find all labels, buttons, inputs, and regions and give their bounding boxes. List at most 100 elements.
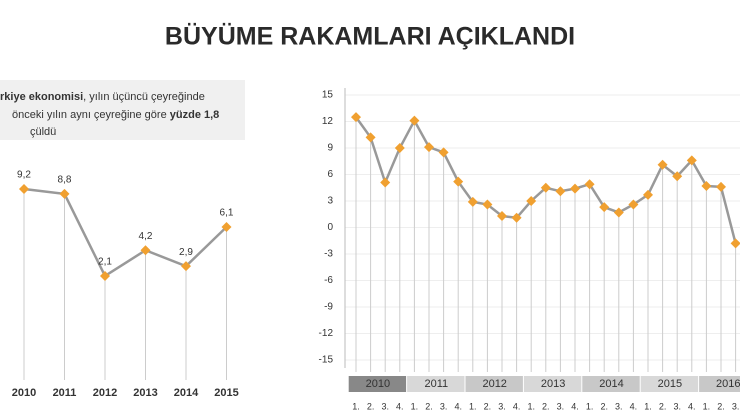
x-tick-label: 2. [659, 401, 667, 411]
x-tick-label: 1. [352, 401, 360, 411]
x-tick-label: 3. [673, 401, 681, 411]
point [570, 183, 580, 194]
point [409, 115, 420, 126]
x-tick-label: 2. [542, 401, 550, 411]
year-band [699, 376, 740, 392]
x-tick-label: 2. [600, 401, 608, 411]
point [599, 202, 610, 213]
note-line: çüldü [30, 126, 56, 138]
point [672, 171, 683, 182]
point [497, 211, 507, 222]
y-tick-label: -9 [324, 302, 333, 313]
x-tick-label: 3. [440, 401, 448, 411]
x-tick-label: 3. [615, 401, 623, 411]
point [686, 155, 697, 166]
note-line: önceki yılın aynı çeyreğine göre yüzde 1… [12, 109, 219, 121]
note-text: önceki yılın aynı çeyreğine göre [12, 109, 170, 121]
value-label: 4,2 [139, 231, 153, 242]
y-tick-label: -15 [319, 355, 334, 366]
y-tick-label: -3 [324, 249, 333, 260]
value-label: 9,2 [17, 170, 31, 181]
title: BÜYÜME RAKAMLARI AÇIKLANDI [165, 22, 575, 51]
year-band [640, 376, 699, 392]
x-tick-label: 2012 [93, 387, 117, 399]
series-line [23, 187, 228, 278]
point [140, 245, 151, 256]
x-tick-label: 3. [498, 401, 506, 411]
point [526, 196, 537, 206]
note-text: yüzde 1,8 [170, 109, 220, 121]
point [467, 196, 478, 207]
point [701, 180, 712, 191]
y-tick-label: 3 [327, 196, 333, 207]
point [584, 179, 595, 190]
value-label: 6,1 [220, 208, 234, 219]
x-tick-label: 1. [644, 401, 652, 411]
point [482, 199, 493, 210]
point [540, 182, 551, 193]
y-tick-label: 12 [322, 116, 334, 127]
value-label: 2,1 [98, 257, 112, 268]
x-tick-label: 2. [484, 401, 492, 411]
y-tick-label: -6 [324, 275, 333, 286]
value-label: 2,9 [179, 247, 193, 258]
point [716, 181, 726, 192]
point [351, 112, 361, 123]
note-line: rkiye ekonomisi, yılın üçüncü çeyreğinde [0, 91, 205, 103]
x-tick-label: 3. [381, 401, 389, 411]
y-tick-label: 0 [327, 222, 333, 233]
x-tick-label: 4. [513, 401, 521, 411]
note-box [0, 80, 245, 140]
year-band [407, 376, 465, 392]
year-band [465, 376, 523, 392]
year-label: 2011 [424, 378, 448, 390]
point [365, 132, 376, 143]
x-tick-label: 3. [557, 401, 565, 411]
note-text: rkiye ekonomisi [0, 91, 83, 103]
x-tick-label: 2013 [133, 387, 157, 399]
point [613, 207, 624, 218]
point [394, 143, 405, 153]
point [438, 147, 449, 158]
point [100, 270, 110, 281]
value-label: 8,8 [58, 175, 72, 186]
x-tick-label: 2015 [214, 387, 238, 399]
point [511, 212, 522, 223]
y-tick-label: 9 [327, 143, 333, 154]
x-tick-label: 2. [425, 401, 433, 411]
note-text: çüldü [30, 126, 56, 138]
x-tick-label: 2014 [174, 387, 199, 399]
year-label: 2015 [658, 378, 682, 390]
point [181, 261, 191, 272]
x-tick-label: 4. [688, 401, 696, 411]
point [555, 186, 566, 197]
note-text: , yılın üçüncü çeyreğinde [83, 91, 205, 103]
x-tick-label: 2. [717, 401, 725, 411]
year-label: 2016 [716, 378, 740, 390]
year-band [348, 376, 407, 392]
point [424, 142, 434, 153]
x-tick-label: 4. [571, 401, 579, 411]
x-tick-label: 2011 [53, 387, 77, 399]
point [730, 238, 740, 249]
x-tick-label: 2. [367, 401, 375, 411]
x-tick-label: 1. [527, 401, 535, 411]
x-tick-label: 1. [703, 401, 711, 411]
point [643, 189, 653, 200]
year-label: 2014 [599, 378, 623, 390]
x-tick-label: 2010 [12, 387, 36, 399]
x-tick-label: 4. [396, 401, 404, 411]
y-tick-label: -12 [319, 328, 334, 339]
x-tick-label: 4. [454, 401, 462, 411]
x-tick-label: 4. [630, 401, 638, 411]
point [221, 221, 232, 232]
year-label: 2012 [482, 378, 506, 390]
point [19, 184, 29, 194]
year-band [523, 376, 582, 392]
y-tick-label: 6 [327, 169, 333, 180]
y-tick-label: 15 [322, 90, 334, 101]
point [380, 177, 391, 188]
year-label: 2013 [541, 378, 565, 390]
